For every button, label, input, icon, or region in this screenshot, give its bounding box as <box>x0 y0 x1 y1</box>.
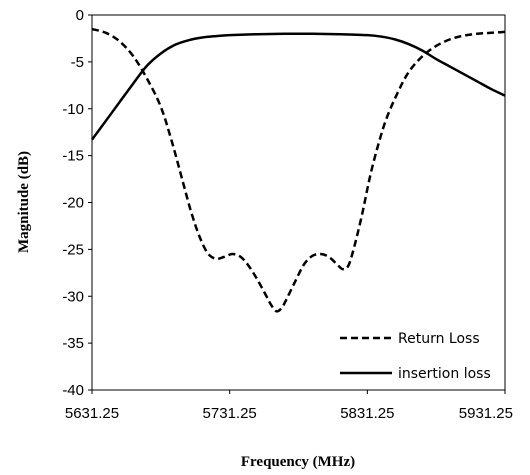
return-loss-line <box>91 27 506 313</box>
legend: Return Loss insertion loss <box>340 331 491 382</box>
y-tick-label: -5 <box>71 54 84 71</box>
legend-insertion-loss-label: insertion loss <box>398 366 491 382</box>
y-tick-label: -25 <box>62 241 84 258</box>
y-tick-label: -10 <box>62 101 84 118</box>
x-axis-title: Frequency (MHz) <box>241 454 355 470</box>
x-tick-label: 5631.25 <box>65 405 119 422</box>
x-axis: 5631.25 5731.25 5831.25 5931.25 <box>65 390 513 422</box>
x-tick-label: 5931.25 <box>459 405 513 422</box>
series-layer <box>90 27 506 313</box>
legend-return-loss-label: Return Loss <box>398 331 480 347</box>
y-tick-label: -40 <box>62 382 84 399</box>
y-tick-label: -35 <box>62 335 84 352</box>
y-axis: 0 -5 -10 -15 -20 -25 -30 -35 -40 <box>62 7 92 399</box>
y-tick-label: -30 <box>62 288 84 305</box>
y-tick-label: -20 <box>62 195 84 212</box>
plot-area <box>91 14 506 391</box>
y-axis-title: Magnitude (dB) <box>16 151 32 253</box>
x-tick-label: 5831.25 <box>340 405 394 422</box>
x-tick-label: 5731.25 <box>203 405 257 422</box>
y-tick-label: 0 <box>76 7 84 24</box>
insertion-loss-line <box>90 32 506 141</box>
y-tick-label: -15 <box>62 148 84 165</box>
